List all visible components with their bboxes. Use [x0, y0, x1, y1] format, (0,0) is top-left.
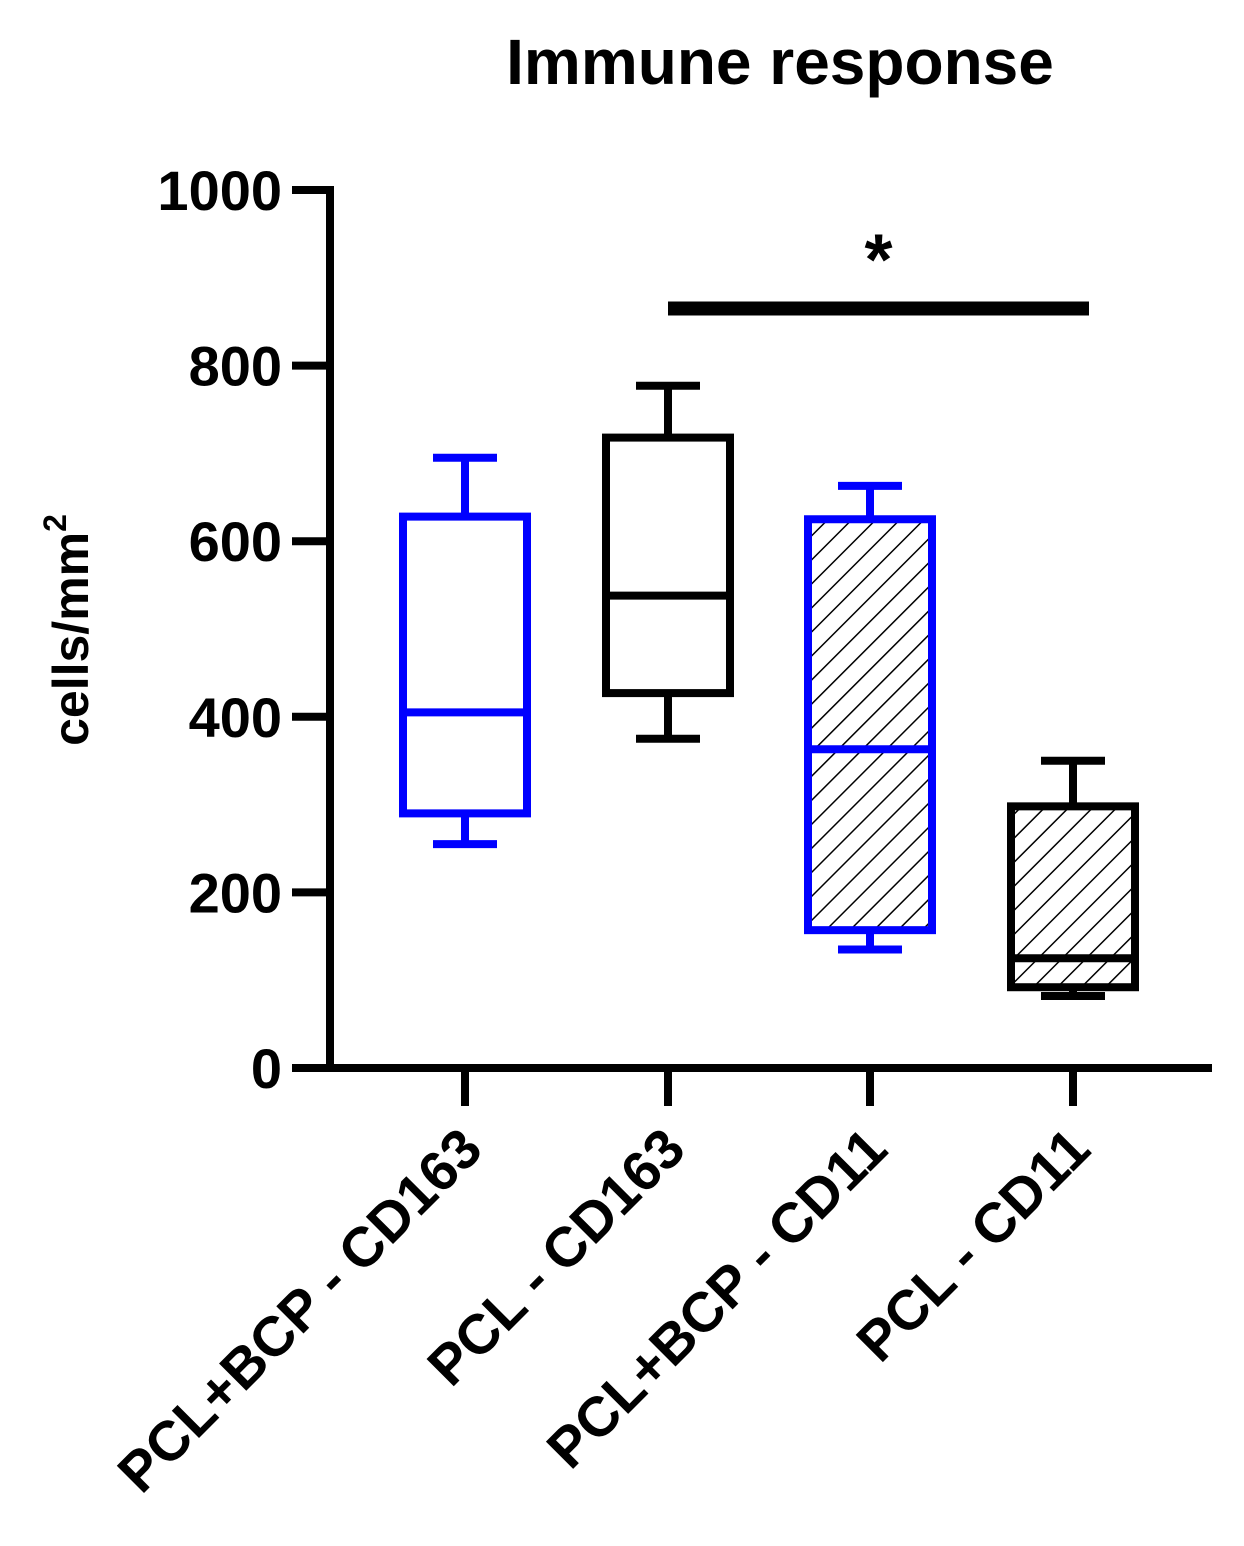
boxes [399, 381, 1139, 1001]
box-1 [399, 453, 531, 849]
y-tick-label: 200 [189, 861, 282, 924]
y-tick-label: 800 [189, 335, 282, 398]
x-tick-label: PCL+BCP - CD163 [105, 1116, 493, 1504]
box-body [804, 515, 936, 935]
chart-title: Immune response [506, 26, 1054, 98]
significance-star: * [864, 221, 892, 301]
y-tick-label: 600 [189, 510, 282, 573]
y-axis: 0 200 400 600 800 1000 [157, 159, 334, 1100]
y-axis-label: cells/mm2 [37, 514, 99, 746]
significance-annotation: * [668, 221, 1089, 316]
y-tick-label: 400 [189, 686, 282, 749]
box-2 [602, 381, 734, 743]
y-axis-label-superscript: 2 [37, 514, 73, 532]
y-tick-label: 1000 [157, 159, 282, 222]
y-tick-label: 0 [251, 1037, 282, 1100]
box-4 [1007, 756, 1139, 1001]
box-body [602, 433, 734, 698]
box-3 [804, 481, 936, 954]
box-body [399, 512, 531, 818]
y-axis-label-base: cells/mm [43, 532, 99, 746]
x-tick-label: PCL+BCP - CD11 [534, 1116, 898, 1480]
